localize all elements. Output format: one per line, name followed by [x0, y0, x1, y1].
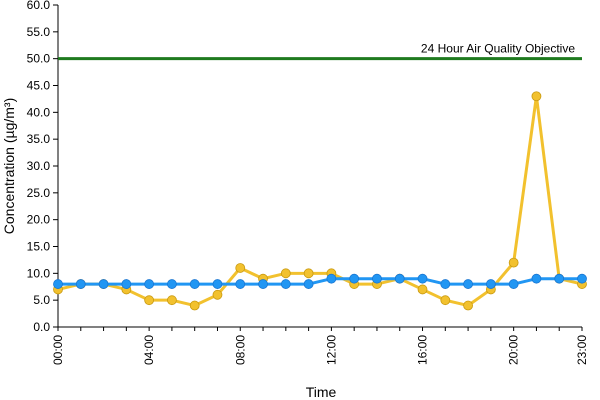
objective-label: 24 Hour Air Quality Objective: [421, 42, 575, 56]
data-point: [440, 295, 451, 306]
data-point: [417, 284, 428, 295]
y-tick-label: 25.0: [27, 186, 51, 200]
data-point: [440, 279, 451, 289]
x-tick-label: 20:00: [507, 335, 521, 365]
data-point: [98, 279, 109, 289]
data-point: [303, 279, 314, 289]
objective-group: 24 Hour Air Quality Objective: [58, 42, 582, 61]
y-axis-ticks: 0.0 5.0 10.0 15.0 20.0 25.0 30.0 35.0 40.0 45.0 50…: [27, 0, 58, 334]
data-point: [531, 91, 542, 102]
x-axis-ticks: 00:00 04:00 08:00 12:00 16:00 20:00 23:00: [51, 327, 589, 365]
data-point: [280, 279, 291, 289]
data-point: [144, 295, 155, 306]
data-point: [463, 279, 473, 289]
series-line: [58, 277, 582, 286]
x-tick-label: 23:00: [575, 335, 589, 365]
x-axis-title: Time: [306, 384, 337, 400]
data-point: [280, 268, 291, 279]
data-point: [167, 279, 177, 289]
data-point: [485, 279, 496, 289]
data-point: [417, 273, 428, 284]
data-point: [508, 257, 519, 268]
data-point: [349, 273, 360, 284]
y-tick-label: 45.0: [27, 79, 51, 93]
series-1: [53, 273, 587, 289]
y-tick-label: 35.0: [27, 132, 51, 146]
y-tick-label: 30.0: [27, 159, 51, 173]
x-tick-label: 08:00: [233, 335, 247, 365]
data-point: [531, 273, 542, 284]
data-point: [189, 300, 200, 311]
data-point: [258, 279, 268, 289]
x-tick-label: 00:00: [51, 335, 65, 365]
data-point: [303, 268, 314, 279]
series-group: [53, 91, 587, 311]
data-point: [121, 279, 132, 289]
x-tick-label: 12:00: [324, 335, 338, 365]
y-tick-label: 5.0: [33, 293, 50, 307]
data-point: [463, 300, 473, 311]
data-point: [75, 279, 86, 289]
data-point: [577, 273, 587, 284]
series-0: [53, 91, 587, 311]
y-tick-label: 50.0: [27, 52, 51, 66]
data-point: [167, 295, 177, 306]
data-point: [235, 263, 246, 273]
y-tick-label: 20.0: [27, 213, 51, 227]
y-tick-label: 0.0: [33, 320, 50, 334]
y-tick-label: 60.0: [27, 0, 51, 12]
data-point: [53, 279, 63, 289]
x-tick-label: 16:00: [416, 335, 430, 365]
data-point: [326, 273, 337, 284]
data-point: [212, 279, 223, 289]
data-point: [394, 273, 405, 284]
y-tick-label: 10.0: [27, 266, 51, 280]
y-tick-label: 15.0: [27, 240, 51, 254]
y-tick-label: 55.0: [27, 25, 51, 39]
data-point: [235, 279, 246, 289]
y-tick-label: 40.0: [27, 105, 51, 119]
x-tick-label: 04:00: [142, 335, 156, 365]
data-point: [212, 289, 223, 300]
data-point: [189, 279, 200, 289]
data-point: [144, 279, 155, 289]
y-axis-title: Concentration (µg/m³): [1, 98, 17, 234]
series-line: [57, 94, 583, 308]
data-point: [372, 273, 382, 284]
data-point: [554, 273, 565, 284]
data-point: [508, 279, 519, 289]
